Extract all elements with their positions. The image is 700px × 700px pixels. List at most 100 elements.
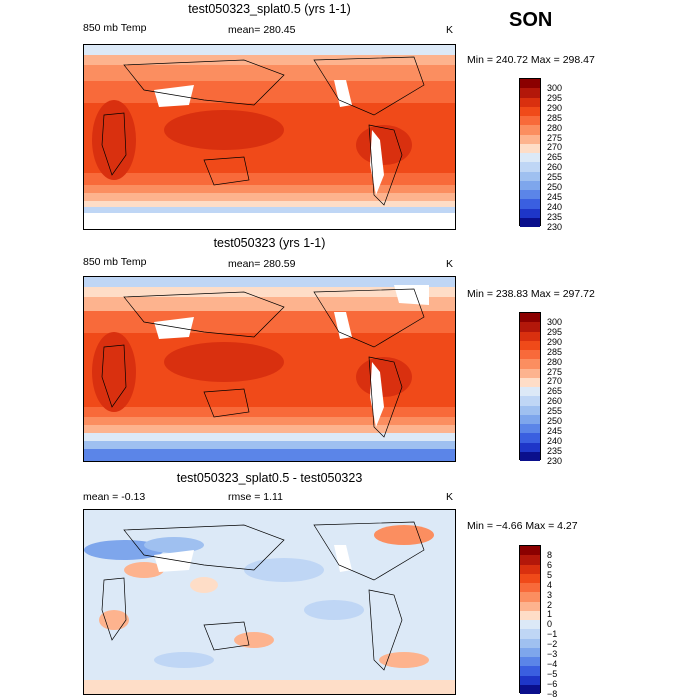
level-label: 2 [547, 599, 553, 610]
panel-3-mean-label: mean = -0.13 [83, 491, 146, 503]
level-label: 240 [547, 201, 563, 212]
swatch [520, 359, 540, 369]
level-label: 255 [547, 406, 563, 417]
level-label: 285 [547, 112, 563, 123]
panel-3-unit-label: K [446, 491, 454, 503]
swatch [520, 143, 540, 153]
swatch [520, 638, 540, 648]
level-label: 260 [547, 396, 563, 407]
level-label: 255 [547, 172, 563, 183]
level-label: −2 [547, 639, 558, 650]
level-label: 265 [547, 386, 563, 397]
level-label: 250 [547, 416, 563, 427]
level-label: 270 [547, 142, 563, 153]
level-label: −6 [547, 678, 558, 689]
swatch [520, 414, 540, 424]
swatch [520, 340, 540, 350]
level-label: −5 [547, 668, 558, 679]
swatch [520, 592, 540, 602]
swatch [520, 97, 540, 107]
panel-2-title: test050323 (yrs 1-1) [213, 236, 326, 250]
level-label: 295 [547, 326, 563, 337]
swatch [520, 153, 540, 163]
swatch [520, 424, 540, 434]
panel-1-minmax: Min = 240.72 Max = 298.47 [467, 54, 595, 66]
level-label: 5 [547, 569, 553, 580]
swatch [520, 573, 540, 583]
panel-1-colorbar-labels: 300 295 290 285 280 275 270 265 260 255 … [547, 83, 563, 233]
level-label: 230 [547, 221, 563, 232]
swatch [520, 171, 540, 181]
swatch [520, 555, 540, 565]
panel-3-colorbar-labels: 8 6 5 4 3 2 1 0 −1 −2 −3 −4 −5 −6 −8 [547, 550, 558, 700]
level-label: 300 [547, 317, 563, 327]
swatch [520, 657, 540, 667]
swatch [520, 331, 540, 341]
swatch [520, 647, 540, 657]
season-label: SON [509, 9, 553, 31]
swatch [520, 546, 540, 556]
swatch [520, 199, 540, 209]
level-label: 300 [547, 83, 563, 93]
swatch [520, 313, 540, 323]
panel-1-unit-label: K [446, 24, 454, 36]
swatch [520, 601, 540, 611]
swatch [520, 387, 540, 397]
level-label: 290 [547, 336, 563, 347]
panel-2-colorbar [519, 312, 541, 461]
panel-3-map [83, 509, 456, 695]
swatch [520, 405, 540, 415]
swatch [520, 322, 540, 332]
level-label: 8 [547, 550, 553, 560]
level-label: 265 [547, 152, 563, 163]
panel-1-title: test050323_splat0.5 (yrs 1-1) [188, 2, 351, 16]
panel-2-mean-label: mean= 280.59 [228, 258, 296, 270]
level-label: −3 [547, 649, 558, 660]
swatch [520, 368, 540, 378]
swatch [520, 125, 540, 135]
panel-2-colorbar-labels: 300 295 290 285 280 275 270 265 260 255 … [547, 317, 563, 467]
swatch [520, 583, 540, 593]
panel-3-minmax: Min = −4.66 Max = 4.27 [467, 520, 578, 532]
level-label: −8 [547, 688, 558, 699]
level-label: 0 [547, 619, 553, 630]
level-label: 270 [547, 376, 563, 387]
level-label: 1 [547, 609, 553, 620]
level-label: 260 [547, 162, 563, 173]
swatch [520, 180, 540, 190]
swatch [520, 629, 540, 639]
level-label: −1 [547, 629, 558, 640]
level-label: 245 [547, 191, 563, 202]
panel-1-variable-label: 850 mb Temp [83, 22, 147, 34]
level-label: 295 [547, 92, 563, 103]
panel-2-unit-label: K [446, 258, 454, 270]
swatch [520, 208, 540, 218]
swatch [520, 564, 540, 574]
swatch [520, 88, 540, 98]
swatch [520, 396, 540, 406]
panel-2-minmax: Min = 238.83 Max = 297.72 [467, 288, 595, 300]
level-label: 280 [547, 122, 563, 133]
panel-3-colorbar [519, 545, 541, 694]
level-label: 275 [547, 366, 563, 377]
swatch [520, 217, 540, 227]
swatch [520, 350, 540, 360]
swatch [520, 377, 540, 387]
level-label: 235 [547, 211, 563, 222]
swatch [520, 134, 540, 144]
swatch [520, 162, 540, 172]
swatch [520, 451, 540, 461]
level-label: 235 [547, 445, 563, 456]
level-label: 275 [547, 132, 563, 143]
level-label: 280 [547, 356, 563, 367]
swatch [520, 433, 540, 443]
panel-2-variable-label: 850 mb Temp [83, 256, 147, 268]
level-label: 245 [547, 425, 563, 436]
panel-1-mean-label: mean= 280.45 [228, 24, 296, 36]
level-label: 290 [547, 102, 563, 113]
panel-1-colorbar [519, 78, 541, 227]
panel-2-map [83, 276, 456, 462]
swatch [520, 442, 540, 452]
swatch [520, 675, 540, 685]
level-label: 250 [547, 182, 563, 193]
